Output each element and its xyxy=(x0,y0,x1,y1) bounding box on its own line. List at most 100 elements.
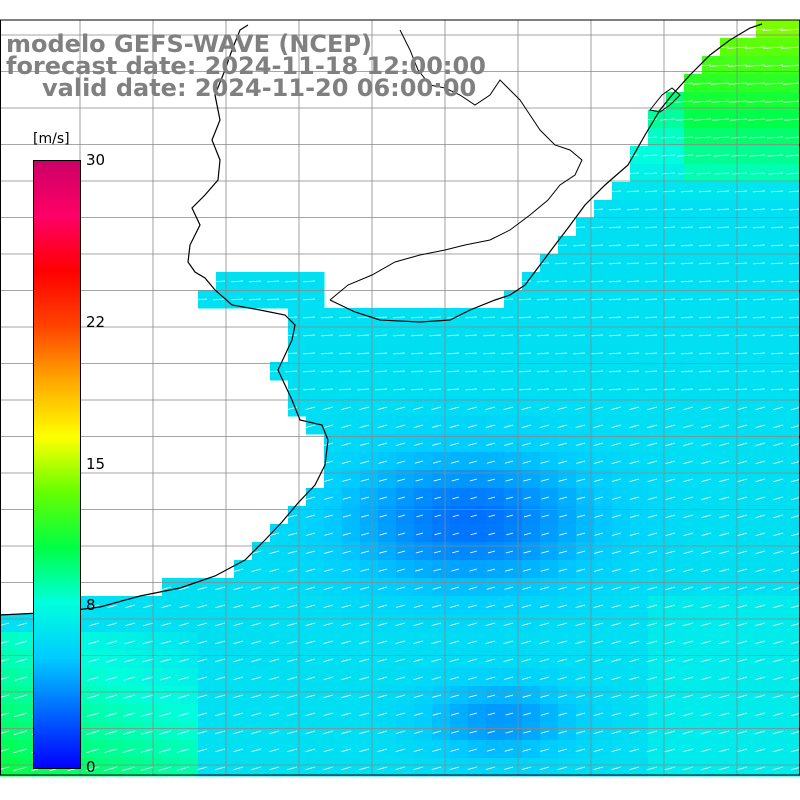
field-cell xyxy=(594,398,613,417)
field-cell xyxy=(486,578,505,597)
field-cell xyxy=(738,380,757,399)
field-cell xyxy=(468,470,487,489)
wind-arrow xyxy=(215,748,226,753)
wind-arrow xyxy=(432,730,442,734)
field-cell xyxy=(702,92,721,111)
wind-arrow xyxy=(395,424,406,428)
field-cell xyxy=(378,326,397,345)
wind-arrow xyxy=(732,172,748,175)
wind-arrow xyxy=(13,748,28,754)
field-cell xyxy=(630,218,649,237)
wind-arrow xyxy=(680,190,694,193)
wind-arrow xyxy=(321,370,334,373)
field-cell xyxy=(0,704,19,723)
field-cell xyxy=(756,668,775,687)
wind-arrow xyxy=(161,622,172,627)
wind-arrow xyxy=(768,172,784,175)
wind-arrow xyxy=(123,694,136,699)
wind-arrow xyxy=(104,748,118,753)
field-cell xyxy=(306,524,325,543)
field-cell xyxy=(792,668,800,687)
wind-arrow xyxy=(737,532,748,537)
wind-arrow xyxy=(701,478,712,483)
wind-arrow xyxy=(753,244,766,247)
field-cell xyxy=(684,128,703,147)
wind-arrow xyxy=(663,280,676,283)
field-cell xyxy=(612,560,631,579)
field-cell xyxy=(666,470,685,489)
wind-arrow xyxy=(700,766,712,771)
field-cell xyxy=(18,722,37,741)
field-cell xyxy=(666,524,685,543)
wind-arrow xyxy=(251,604,262,609)
wind-arrow xyxy=(719,550,730,555)
wind-arrow xyxy=(576,478,586,482)
field-cell xyxy=(396,434,415,453)
field-cell xyxy=(684,632,703,651)
field-cell xyxy=(486,524,505,543)
wind-arrow xyxy=(558,460,568,464)
field-cell xyxy=(738,506,757,525)
wind-arrow xyxy=(488,496,496,500)
field-cell xyxy=(738,254,757,273)
wind-arrow xyxy=(360,460,370,464)
wind-arrow xyxy=(537,280,550,283)
wind-arrow xyxy=(468,604,478,608)
field-cell xyxy=(738,218,757,237)
field-cell xyxy=(540,596,559,615)
field-cell xyxy=(756,308,775,327)
wind-arrow xyxy=(305,586,316,590)
wind-arrow xyxy=(683,514,694,519)
field-cell xyxy=(576,416,595,435)
wind-arrow xyxy=(717,334,730,337)
field-cell xyxy=(612,758,631,777)
wind-arrow xyxy=(683,442,694,447)
field-cell xyxy=(612,578,631,597)
field-cell xyxy=(540,740,559,759)
wind-arrow xyxy=(646,658,658,663)
field-cell xyxy=(720,704,739,723)
wind-arrow xyxy=(727,64,748,67)
wind-arrow xyxy=(737,496,748,501)
wind-arrow xyxy=(754,658,766,663)
field-cell xyxy=(738,308,757,327)
wind-arrow xyxy=(611,676,622,681)
field-cell xyxy=(558,758,577,777)
wind-arrow xyxy=(125,622,136,627)
wind-arrow xyxy=(718,748,730,753)
field-cell xyxy=(684,524,703,543)
field-cell xyxy=(612,488,631,507)
wind-arrow xyxy=(323,748,334,753)
field-cell xyxy=(774,380,793,399)
wind-arrow xyxy=(773,406,784,411)
wind-arrow xyxy=(452,532,460,536)
field-cell xyxy=(18,740,37,759)
field-cell xyxy=(630,740,649,759)
field-cell xyxy=(774,524,793,543)
wind-arrow xyxy=(644,190,658,193)
wind-arrow xyxy=(197,748,208,753)
wind-arrow xyxy=(736,712,748,717)
field-cell xyxy=(594,686,613,705)
wind-arrow xyxy=(665,532,676,537)
wind-arrow xyxy=(429,352,442,355)
colorbar-unit: [m/s] xyxy=(33,131,70,147)
field-cell xyxy=(306,272,325,291)
wind-arrow xyxy=(719,568,730,573)
wind-arrow xyxy=(523,712,532,716)
field-cell xyxy=(504,740,523,759)
field-cell xyxy=(666,236,685,255)
field-cell xyxy=(540,398,559,417)
wind-arrow xyxy=(591,334,604,337)
wind-arrow xyxy=(447,334,460,337)
field-cell xyxy=(594,542,613,561)
field-cell xyxy=(720,308,739,327)
wind-arrow xyxy=(501,352,514,355)
field-cell xyxy=(630,542,649,561)
field-cell xyxy=(684,398,703,417)
wind-arrow xyxy=(576,532,586,536)
wind-arrow xyxy=(285,352,298,355)
field-cell xyxy=(126,758,145,777)
wind-arrow xyxy=(663,244,676,247)
wind-arrow xyxy=(519,352,532,355)
